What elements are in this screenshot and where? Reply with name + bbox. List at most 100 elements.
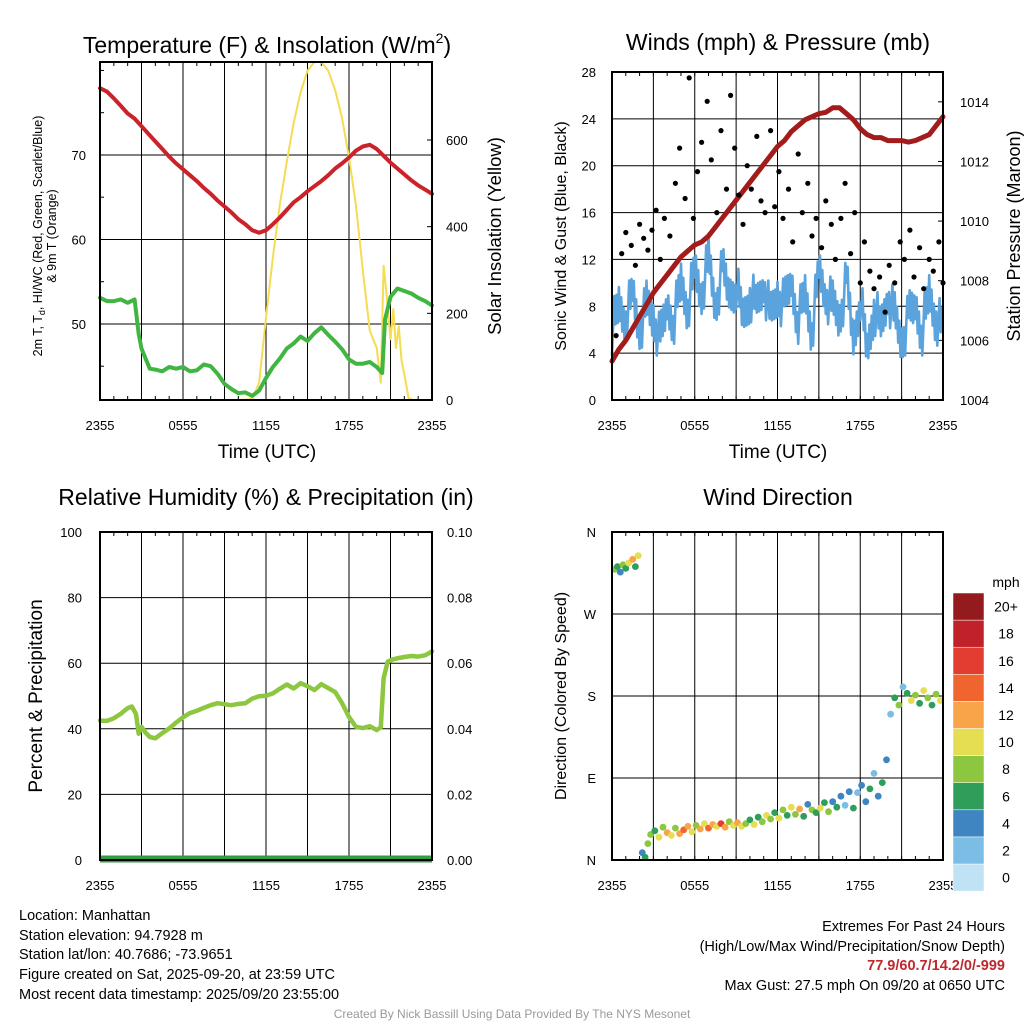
- gust-point: [641, 235, 647, 241]
- wind-direction-x-tick-label: 0555: [680, 878, 709, 893]
- gust-point: [882, 309, 888, 315]
- gust-point: [776, 169, 782, 175]
- direction-point: [787, 803, 795, 811]
- direction-point: [829, 798, 837, 806]
- humidity-x-tick-label: 1155: [252, 878, 280, 893]
- gust-point: [628, 242, 634, 248]
- gust-point: [921, 286, 927, 292]
- gust-point: [708, 157, 714, 163]
- temperature-plot-frame: [99, 61, 433, 401]
- direction-point: [641, 853, 649, 861]
- colorbar-label: 10: [998, 734, 1014, 750]
- direction-point: [655, 833, 663, 841]
- colorbar-swatch: [952, 674, 985, 702]
- gust-point: [728, 92, 734, 98]
- gust-point: [861, 239, 868, 245]
- wind-direction-panel-title: Wind Direction: [703, 484, 853, 510]
- direction-point: [858, 781, 865, 789]
- direction-point: [721, 823, 729, 831]
- extremes-values: 77.9/60.7/14.2/0/-999: [867, 958, 1005, 975]
- direction-point: [878, 779, 886, 786]
- colorbar-swatch: [952, 701, 985, 729]
- direction-point: [800, 812, 808, 820]
- direction-point: [779, 806, 787, 814]
- precip-y-tick-label: 0.04: [447, 722, 472, 737]
- direction-point: [634, 552, 642, 560]
- gust-point: [667, 233, 673, 239]
- precip-y-tick-label: 0.10: [447, 525, 472, 540]
- direction-point: [891, 694, 899, 702]
- colorbar-label: 12: [998, 707, 1014, 723]
- pressure-y-tick-label: 1008: [960, 274, 989, 289]
- gust-point: [832, 256, 839, 262]
- gust-point: [653, 207, 659, 213]
- gust-point: [677, 145, 683, 151]
- gust-point: [740, 221, 746, 227]
- gust-point: [768, 128, 774, 134]
- humidity-x-tick-label: 2355: [418, 878, 447, 893]
- pressure-line: [609, 105, 946, 364]
- humidity-y-tick-label: 80: [68, 591, 82, 606]
- humidity-x-tick-label: 1755: [335, 878, 364, 893]
- gust-point: [785, 186, 792, 192]
- gust-point: [772, 204, 778, 210]
- insolation-y-label: Solar Insolation (Yellow): [484, 137, 505, 335]
- gust-point: [637, 221, 643, 227]
- direction-point: [932, 690, 940, 698]
- gust-point: [871, 286, 877, 292]
- direction-point: [850, 804, 857, 812]
- dewpoint-line: [98, 286, 434, 398]
- precip-y-tick-label: 0.00: [447, 853, 472, 868]
- humidity-y-tick-label: 0: [75, 853, 82, 868]
- gust-point: [762, 210, 768, 216]
- station-info: Location: Manhattan Station elevation: 9…: [19, 907, 339, 1006]
- temperature-y-tick-label: 50: [72, 317, 86, 332]
- direction-point: [684, 822, 692, 830]
- gust-point: [723, 186, 730, 192]
- extremes-title: Extremes For Past 24 Hours: [822, 919, 1005, 935]
- winds-panel-title: Winds (mph) & Pressure (mb): [626, 29, 930, 55]
- direction-point: [821, 799, 828, 806]
- panel-wind-direction: Wind Direction 2355 0555 1155 1755 2355NESWN…: [553, 484, 1020, 893]
- gust-point: [657, 256, 663, 262]
- gust-point: [799, 210, 805, 216]
- gust-point: [805, 180, 811, 186]
- insolation-y-tick-label: 0: [446, 393, 453, 408]
- winds-plot-frame: [611, 71, 944, 401]
- wind-direction-y-tick-label: E: [587, 771, 596, 786]
- gust-point: [758, 198, 764, 204]
- direction-point: [792, 811, 799, 818]
- colorbar-label: 18: [998, 626, 1014, 642]
- direction-point: [928, 701, 936, 709]
- temperature-y-tick-label: 70: [72, 148, 86, 163]
- colorbar-label: 20+: [994, 599, 1018, 615]
- colorbar-label: 4: [1002, 815, 1010, 831]
- colorbar-label: 14: [998, 680, 1014, 696]
- gust-point: [754, 133, 760, 139]
- gust-point: [886, 262, 892, 268]
- direction-point: [771, 809, 779, 816]
- direction-point: [924, 694, 932, 702]
- gust-point: [686, 75, 692, 81]
- direction-point: [883, 756, 890, 764]
- direction-point: [812, 809, 820, 816]
- temperature-y-tick-label: 60: [72, 232, 86, 247]
- gust-point: [901, 256, 908, 262]
- winds-x-tick-label: 2355: [929, 418, 958, 433]
- created-text: Figure created on Sat, 2025-09-20, at 23…: [19, 967, 335, 984]
- gust-point: [823, 198, 829, 204]
- credit-line: Created By Nick Bassill Using Data Provi…: [333, 1007, 691, 1021]
- gust-point: [672, 180, 679, 186]
- gust-point: [623, 229, 629, 236]
- temperature-x-tick-label: 1755: [335, 418, 364, 433]
- wind-direction-y-tick-label: S: [587, 689, 596, 704]
- colorbar-swatch: [952, 809, 985, 838]
- panel-winds-pressure: Winds (mph) & Pressure (mb) 2355 0555 1155…: [553, 29, 1024, 463]
- sonic-wind-line: [610, 232, 944, 360]
- gust-point: [852, 210, 858, 216]
- direction-point: [916, 699, 923, 707]
- direction-point: [895, 701, 903, 709]
- extremes-legend: (High/Low/Max Wind/Precipitation/Snow De…: [699, 938, 1005, 955]
- gust-point: [790, 239, 796, 245]
